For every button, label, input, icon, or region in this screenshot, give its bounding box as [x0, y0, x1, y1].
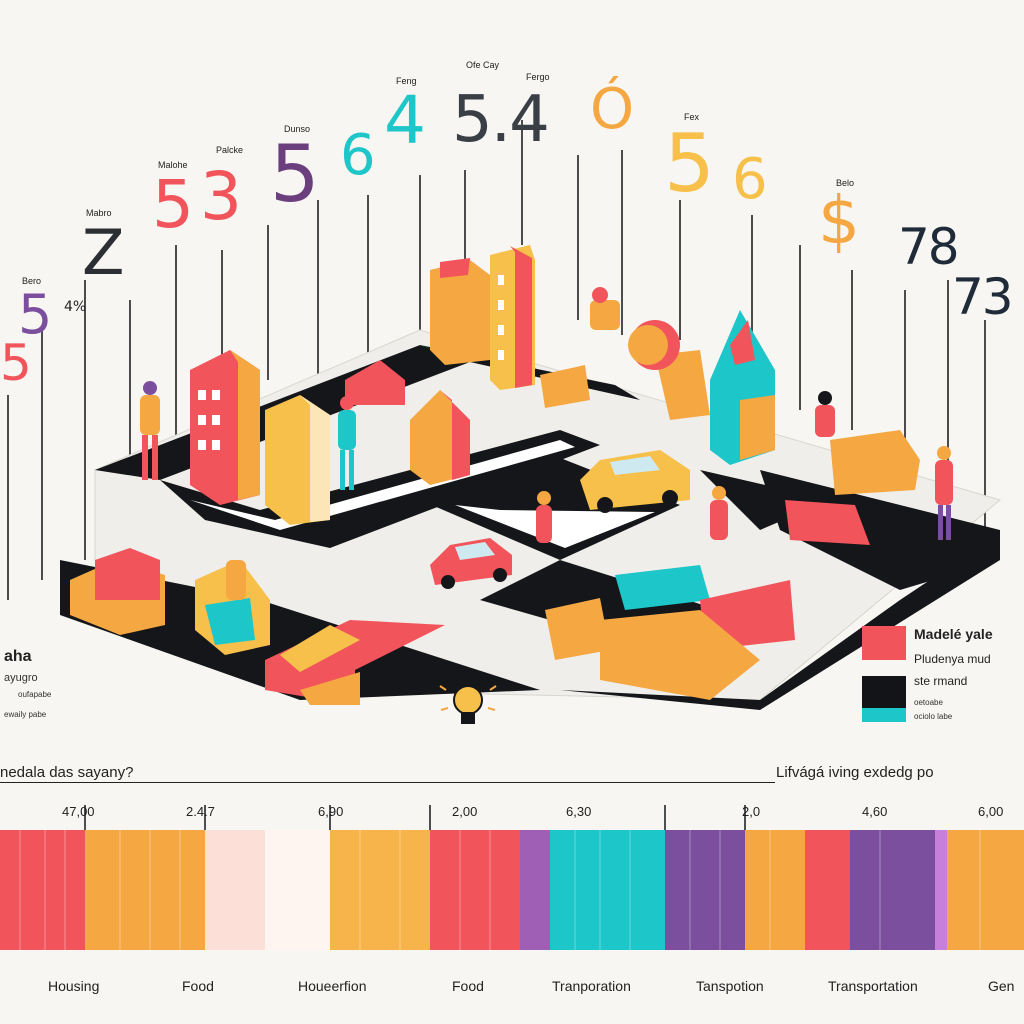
label-value: 5	[18, 283, 52, 346]
legend-item-title: ste rmand	[914, 674, 968, 688]
axis-heading-left: nedala das sayany?	[0, 764, 134, 781]
category-label: Food	[182, 978, 214, 994]
buildings	[70, 245, 920, 705]
category-label: Tranporation	[552, 978, 631, 994]
leader-lines	[7, 120, 986, 600]
axis-tick: 47,00	[62, 804, 95, 819]
legend-swatch-red	[862, 626, 906, 660]
label-value: 5	[664, 117, 715, 210]
band-ticks	[84, 805, 746, 830]
label-value: 5	[0, 334, 32, 392]
band-stripes	[19, 830, 981, 950]
legend-item-sub: ociolo labe	[914, 712, 953, 721]
category-label: Houeerfion	[298, 978, 367, 994]
label-caption: Fex	[684, 112, 700, 122]
legend-left-line: oufapabe	[18, 690, 52, 699]
legend-item-sub: oetoabe	[914, 698, 943, 707]
label-caption: Palcke	[216, 145, 244, 155]
label-caption: Ofe Cay	[466, 60, 500, 70]
label-value: 4%	[64, 299, 87, 315]
category-label: Gen	[988, 978, 1015, 994]
road-edges	[190, 440, 655, 548]
axis-tick: 2,0	[742, 804, 761, 819]
label-value: 5	[270, 130, 320, 220]
axis-tick: 6,00	[978, 804, 1004, 819]
label-value: 3	[200, 158, 242, 235]
legend-swatch-dark	[862, 676, 906, 708]
label-caption: Belo	[836, 178, 855, 188]
category-label: Tanspotion	[696, 978, 764, 994]
legend-left-line: ewaily pabe	[4, 710, 47, 719]
lightbulb-icon	[439, 685, 497, 724]
label-caption: Fergo	[526, 72, 550, 82]
legend-left-line: ayugro	[4, 672, 38, 684]
label-caption: Bero	[22, 276, 42, 286]
legend-left-title: aha	[4, 648, 32, 665]
label-caption: Malohe	[158, 160, 188, 170]
label-caption: Mabro	[86, 208, 112, 218]
axis-rule-left	[0, 782, 195, 783]
axis-tick: 2,00	[452, 804, 478, 819]
axis-tick: 2.4.7	[186, 804, 215, 819]
label-value: Z	[82, 216, 125, 289]
cars	[430, 450, 690, 589]
axis-tick: 4,60	[862, 804, 888, 819]
label-value: $	[818, 182, 860, 259]
axis-heading-right: Lifvágá iving exdedg po	[776, 764, 934, 781]
label-caption: Feng	[396, 76, 417, 86]
legend-item-sub: Pludenya mud	[914, 652, 991, 666]
label-value: 6	[340, 123, 376, 188]
label-value: 4	[384, 82, 426, 159]
axis-rule-mid	[195, 782, 775, 783]
category-label: Food	[452, 978, 484, 994]
label-value: Ó	[590, 77, 634, 142]
axis-tick: 6,90	[318, 804, 344, 819]
label-value: 5	[152, 166, 194, 243]
label-value: 78	[898, 218, 960, 276]
legend-swatch-teal	[862, 708, 906, 722]
label-value: 5.4	[452, 83, 550, 157]
legend-item-title: Madelé yale	[914, 626, 993, 642]
people	[140, 287, 953, 600]
axis-tick: 6,30	[566, 804, 592, 819]
label-value: 73	[952, 268, 1014, 326]
category-label: Housing	[48, 978, 100, 994]
label-value: 6	[732, 147, 768, 212]
label-caption: Dunso	[284, 124, 311, 134]
cost-band	[0, 830, 1024, 950]
category-label: Transportation	[828, 978, 918, 994]
